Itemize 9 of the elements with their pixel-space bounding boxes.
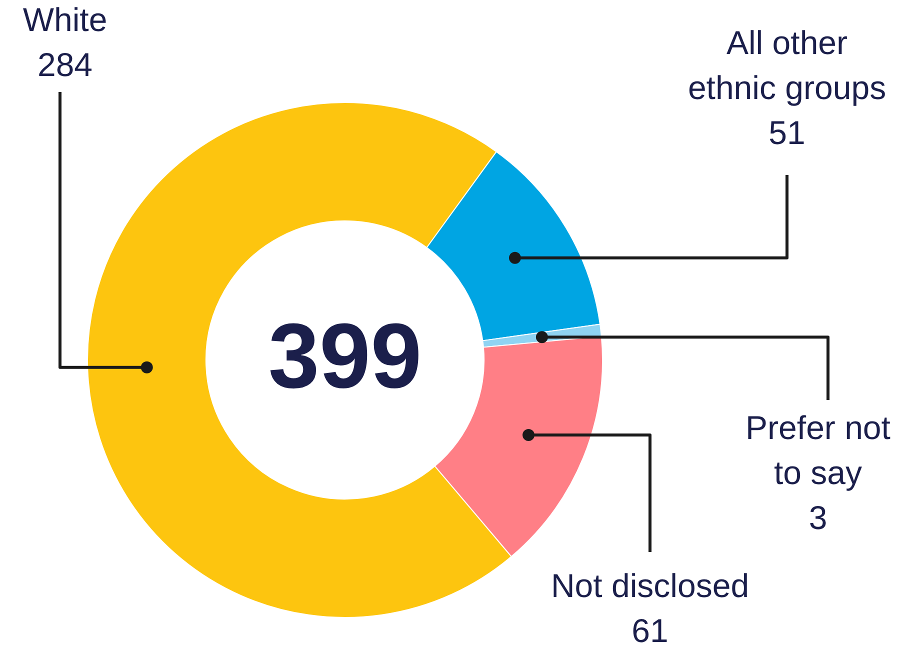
slice-label: Not disclosed: [550, 567, 750, 604]
data-label: 284: [37, 46, 93, 84]
slice-label: Prefer not to say: [746, 409, 890, 492]
data-label: 61: [632, 612, 668, 650]
slice-label: All other ethnic groups: [688, 24, 886, 106]
data-label: 51: [768, 114, 806, 152]
data-label: 3: [808, 499, 828, 536]
text: 399: [268, 305, 422, 408]
slice-label: White: [22, 1, 108, 38]
